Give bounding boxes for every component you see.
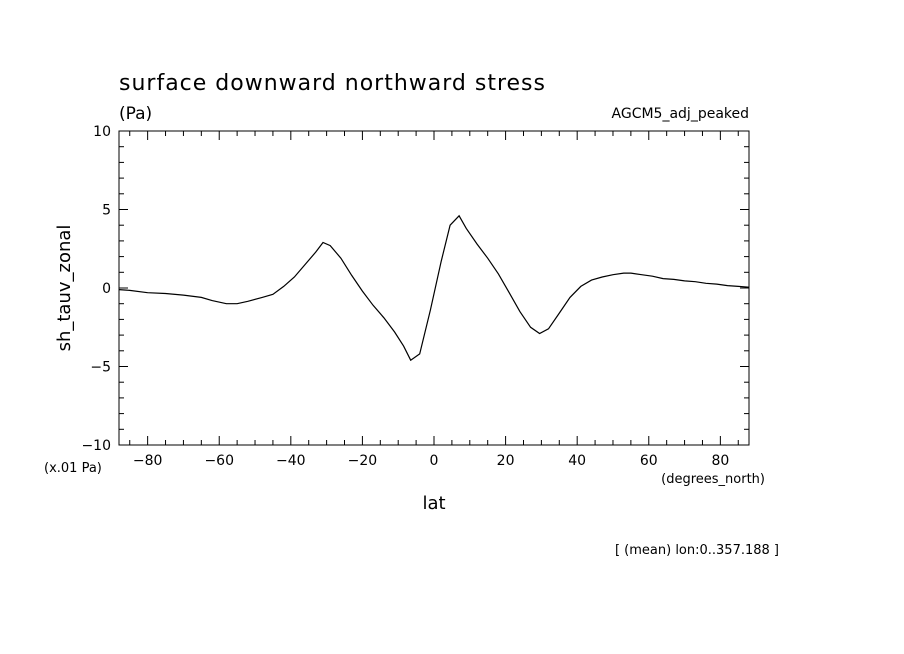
tick-labels: −80 −60 −40 −20 0 20 40 60 80 −10 −5 0 5 10 — [81, 124, 729, 469]
y-tick-label: 10 — [93, 124, 111, 140]
units-label: (Pa) — [119, 104, 152, 124]
chart-title: surface downward northward stress — [119, 71, 546, 96]
ticks — [119, 131, 749, 445]
x-tick-label: −40 — [276, 453, 306, 469]
x-axis-label: lat — [422, 493, 445, 514]
x-tick-label: 40 — [568, 453, 586, 469]
x-tick-label: −60 — [204, 453, 234, 469]
series-line — [118, 214, 750, 362]
run-label: AGCM5_adj_peaked — [612, 106, 749, 122]
y-scale-note: (x.01 Pa) — [44, 461, 102, 476]
x-tick-label: 0 — [430, 453, 439, 469]
y-tick-label: −10 — [81, 438, 111, 454]
y-tick-label: 0 — [102, 281, 111, 297]
y-axis-label: sh_tauv_zonal — [54, 225, 75, 352]
x-units-label: (degrees_north) — [661, 472, 765, 487]
y-tick-label: 5 — [102, 203, 111, 219]
plot-frame — [118, 130, 750, 446]
x-tick-label: 60 — [640, 453, 658, 469]
y-tick-label: −5 — [90, 360, 111, 376]
x-tick-label: −80 — [133, 453, 163, 469]
x-tick-label: −20 — [348, 453, 378, 469]
x-tick-label: 20 — [497, 453, 515, 469]
footer-note: [ (mean) lon:0..357.188 ] — [615, 543, 779, 558]
x-tick-label: 80 — [711, 453, 729, 469]
